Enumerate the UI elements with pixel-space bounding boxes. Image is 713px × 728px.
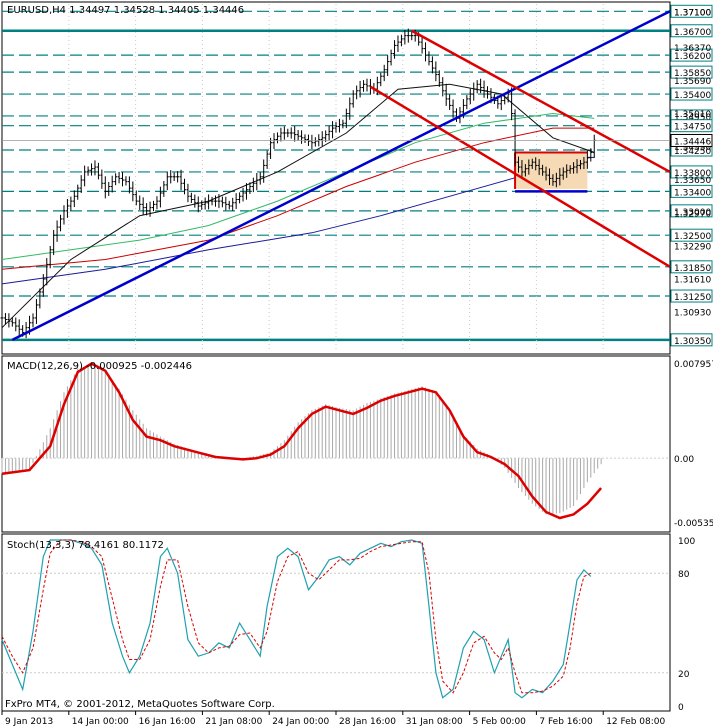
current-price-label: 1.34446 — [674, 137, 711, 147]
current-price-badge — [670, 133, 713, 147]
x-label-3: 21 Jan 08:00 — [205, 717, 262, 727]
level-label-13: 1.31250 — [674, 293, 711, 303]
level-label-8: 1.33800 — [674, 169, 711, 179]
trendline-1 — [411, 29, 671, 174]
level-label-2: 1.36200 — [674, 52, 711, 62]
stoch-tick-3: 0 — [678, 703, 684, 713]
moving-average-MA-red — [1, 127, 595, 270]
stoch-signal-line — [1, 539, 592, 694]
price-tick-6: 1.32970 — [674, 209, 711, 219]
level-label-box-14 — [670, 333, 713, 347]
trendline-2 — [369, 85, 671, 268]
x-label-1: 14 Jan 00:00 — [72, 717, 129, 727]
x-label-5: 28 Jan 16:00 — [339, 717, 396, 727]
price-tick-1: 1.36370 — [674, 44, 711, 54]
level-label-box-3 — [670, 65, 713, 79]
level-label-box-0 — [670, 4, 713, 18]
level-label-box-1 — [670, 24, 713, 38]
stoch-tick-1: 80 — [678, 570, 690, 580]
axis-label-layer: 1.37100 1.36700 1.36200 1.35850 1.35400 1.349… — [1, 4, 713, 727]
level-label-9: 1.33400 — [674, 188, 711, 198]
trendline-0 — [11, 10, 671, 341]
price-tick-7: 1.32290 — [674, 242, 711, 252]
x-label-7: 5 Feb 00:00 — [473, 717, 527, 727]
level-label-box-4 — [670, 87, 713, 101]
x-label-8: 7 Feb 16:00 — [539, 717, 593, 727]
stoch-chart-title: Stoch(13,3,3) 78.4161 80.1172 — [7, 540, 164, 551]
level-label-box-13 — [670, 289, 713, 303]
macd-signal-line — [1, 362, 603, 520]
level-label-box-6 — [670, 119, 713, 133]
consolidation-range-box — [515, 152, 588, 189]
level-label-box-10 — [670, 204, 713, 218]
price-tick-5: 1.33650 — [674, 176, 711, 186]
macd-chart-title: MACD(12,26,9) -0.000925 -0.002446 — [7, 361, 192, 372]
stoch-tick-2: 20 — [678, 670, 690, 680]
level-label-6: 1.34750 — [674, 123, 711, 133]
price-tick-3: 1.35010 — [674, 110, 711, 120]
stoch-main-line — [1, 539, 592, 699]
level-label-box-2 — [670, 48, 713, 62]
level-label-5: 1.34950 — [674, 113, 711, 123]
price-tick-8: 1.31610 — [674, 276, 711, 286]
stoch-tick-0: 100 — [678, 537, 695, 547]
level-label-12: 1.31850 — [674, 264, 711, 274]
level-label-box-12 — [670, 260, 713, 274]
level-label-box-11 — [670, 228, 713, 242]
price-tick-4: 1.34330 — [674, 143, 711, 153]
price-chart-layer — [0, 4, 671, 352]
level-label-box-9 — [670, 184, 713, 198]
level-label-10: 1.33000 — [674, 208, 711, 218]
macd-tick-2: -0.00535 — [674, 519, 713, 529]
moving-average-MA-black — [1, 83, 595, 329]
stochastic-chart-layer — [1, 539, 670, 699]
x-label-0: 9 Jan 2013 — [5, 717, 53, 727]
level-label-1: 1.36700 — [674, 28, 711, 38]
price-tick-0: 1.37100 — [674, 8, 711, 18]
macd-chart-layer — [1, 362, 670, 520]
level-label-7: 1.34250 — [674, 147, 711, 157]
x-label-4: 24 Jan 00:00 — [272, 717, 329, 727]
level-label-3: 1.35850 — [674, 69, 711, 79]
x-label-6: 31 Jan 08:00 — [406, 717, 463, 727]
x-label-9: 12 Feb 08:00 — [606, 717, 665, 727]
x-label-2: 16 Jan 16:00 — [139, 717, 196, 727]
macd-tick-1: 0.00 — [674, 455, 694, 465]
price-tick-2: 1.35690 — [674, 77, 711, 87]
price-chart-title: EURUSD,H4 1.34497 1.34528 1.34405 1.3444… — [7, 5, 244, 16]
copyright-footer: FxPro MT4, © 2001-2012, MetaQuotes Softw… — [5, 699, 275, 710]
level-label-0: 1.37100 — [674, 8, 711, 18]
level-label-4: 1.35400 — [674, 91, 711, 101]
moving-average-MA-green — [1, 112, 595, 260]
price-tick-9: 1.30930 — [674, 309, 711, 319]
macd-tick-0: 0.007957 — [674, 360, 713, 370]
level-label-14: 1.30350 — [674, 337, 711, 347]
level-label-11: 1.32500 — [674, 232, 711, 242]
level-label-box-8 — [670, 165, 713, 179]
